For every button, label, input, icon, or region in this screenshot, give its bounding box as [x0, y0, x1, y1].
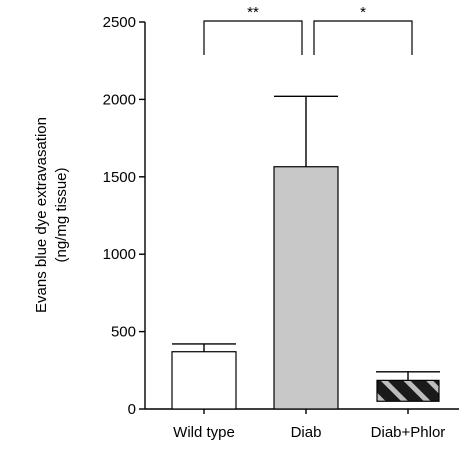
x-tick-label-diab-phlor: Diab+Phlor [371, 424, 446, 441]
bar-diab-phlor [376, 379, 440, 402]
significance-label-1: ** [247, 4, 259, 21]
y-tick-label-2500: 2500 [103, 14, 136, 31]
y-tick-label-1500: 1500 [103, 169, 136, 186]
significance-bracket-1 [203, 20, 303, 55]
y-tick-label-500: 500 [111, 324, 136, 341]
significance-bracket-2 [313, 20, 413, 55]
plot-area: 0 500 1000 1500 2000 2500 Wild type Diab Diab+Ph… [103, 4, 459, 441]
y-axis-title-line2: (ng/mg tissue) [53, 167, 70, 262]
significance-label-2: * [360, 4, 366, 21]
y-tick-label-2000: 2000 [103, 91, 136, 108]
y-tick-label-1000: 1000 [103, 246, 136, 263]
bar-wild-type [171, 351, 237, 410]
x-tick-label-diab: Diab [291, 424, 322, 441]
y-tick-label-0: 0 [128, 401, 136, 418]
x-tick-label-wild-type: Wild type [173, 424, 235, 441]
bar-diab [273, 166, 339, 410]
y-axis-title-line1: Evans blue dye extravasation [33, 117, 50, 313]
